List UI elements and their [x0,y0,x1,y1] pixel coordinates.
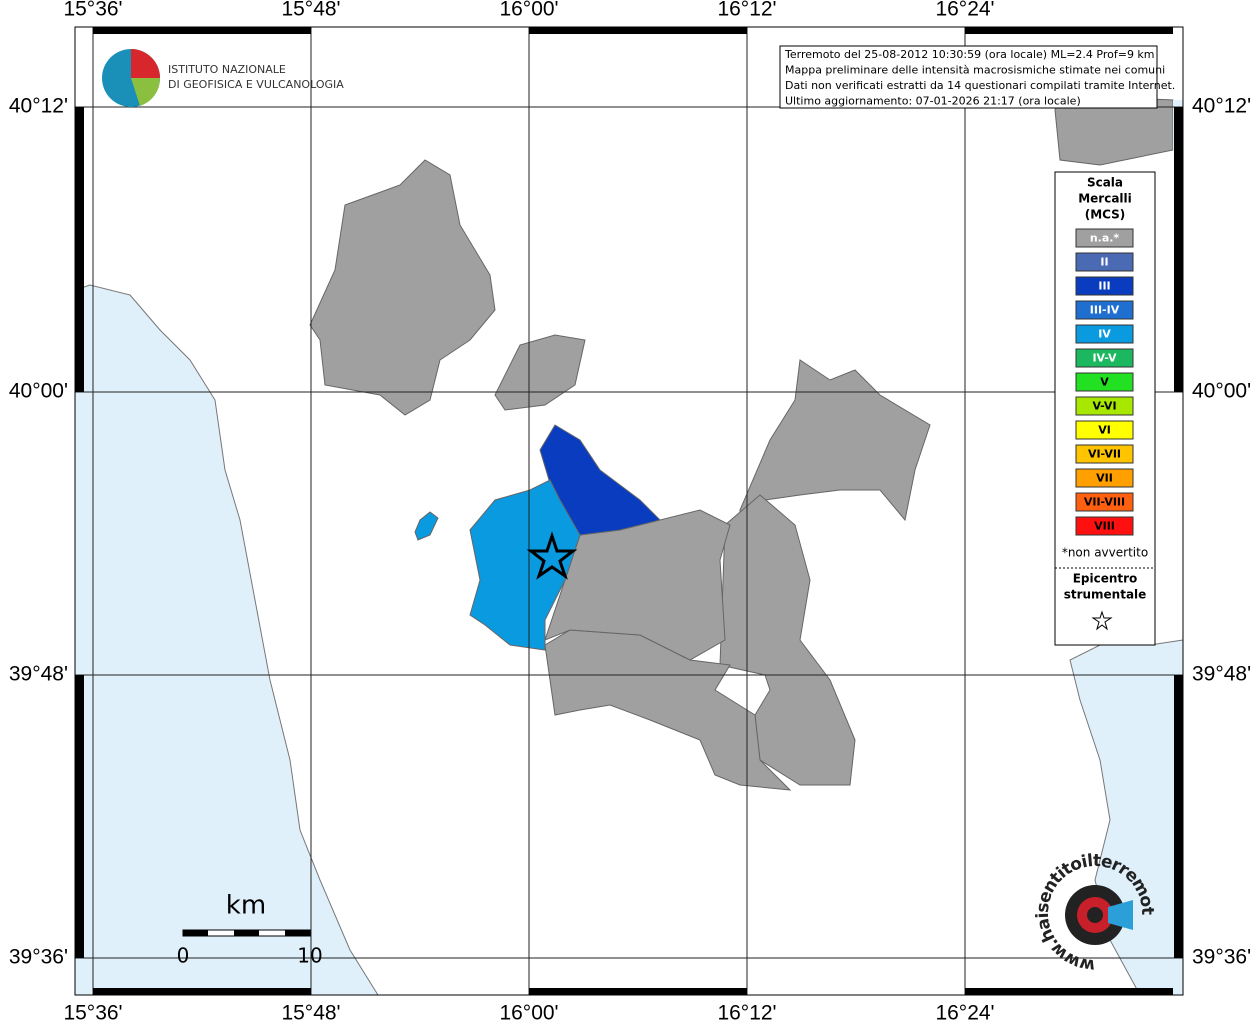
legend-star [1091,610,1113,631]
legend-title: Scala [1087,176,1123,190]
info-box: Terremoto del 25-08-2012 10:30:59 (ora l… [779,45,1175,109]
lon-label: 16°24' [935,1002,994,1024]
legend-epicenter: Epicentro [1073,572,1138,586]
legend-label: IV-V [1092,352,1117,365]
frame-bar [93,27,311,34]
municipality [544,509,731,661]
legend-swatch [1075,372,1134,392]
lon-label: 15°48' [281,0,340,21]
info-line: Mappa preliminare delle intensità macros… [785,64,1165,77]
scale-label: 0 [177,944,190,968]
scale-label: 10 [297,944,322,968]
lon-label: 16°00' [499,0,558,21]
legend-label: III-IV [1090,304,1120,317]
lat-label: 39°48' [9,663,68,686]
info-line: Ultimo aggiornamento: 07-01-2026 21:17 (… [785,95,1081,108]
scale-bar: km 0 10 [177,891,323,968]
legend-label: III [1098,280,1110,293]
logo-segment [131,78,161,106]
watermark-circle [1087,907,1103,923]
legend-label: VI [1098,424,1111,437]
municipality [469,479,581,651]
municipality [719,494,856,786]
graticule [75,27,1183,995]
legend-swatch [1075,396,1134,416]
lon-label: 16°12' [717,0,776,21]
lat-label: 39°48' [1192,663,1251,686]
frame-bars [75,27,1183,995]
legend-label: V-VI [1092,400,1116,413]
lon-label: 16°00' [499,1002,558,1024]
info-line: Terremoto del 25-08-2012 10:30:59 (ora l… [784,48,1155,61]
legend-swatch [1075,444,1134,464]
frame-bar [93,988,311,995]
axis-labels: 15°36' 15°36' 15°48' 15°48' 16°00' 16°00' 16°1… [9,0,1251,1025]
legend-swatch [1075,420,1134,440]
scale-segment [285,930,310,936]
frame-bar [965,988,1173,995]
logo-text: DI GEOFISICA E VULCANOLOGIA [168,78,344,91]
legend-swatch [1075,348,1134,368]
legend-label: VII-VIII [1084,496,1125,509]
legend-note: *non avvertito [1062,546,1148,560]
epicenter-star [526,531,578,580]
scale-unit: km [226,891,266,921]
legend-swatch [1075,468,1134,488]
logo-text: ISTITUTO NAZIONALE [168,63,286,76]
lat-label: 40°00' [9,380,68,403]
frame-bar [965,27,1173,34]
scale-segment [234,930,259,936]
lon-label: 15°48' [281,1002,340,1024]
legend-swatch [1075,516,1134,536]
frame-bar [529,988,747,995]
frame-bar [75,107,84,392]
frame-bar [1174,675,1183,958]
lat-label: 40°12' [9,95,68,118]
scale-segment [183,930,208,936]
logo: ISTITUTO NAZIONALE DI GEOFISICA E VULCAN… [102,49,344,107]
lat-label: 39°36' [1192,946,1251,969]
legend-label: IV [1098,328,1111,341]
frame-bar [529,27,747,34]
legend: ScalaMercalli(MCS)n.a.*IIIIIIII-IVIVIV-V… [1054,171,1156,646]
lon-label: 16°24' [935,0,994,21]
legend-label: VI-VII [1088,448,1121,461]
legend-label: VIII [1094,520,1115,533]
logo-segment [131,49,160,78]
legend-title: Mercalli [1078,192,1132,206]
lon-label: 16°12' [717,1002,776,1024]
frame-bar [1174,107,1183,392]
frame-bar [75,675,84,958]
lat-label: 40°00' [1192,380,1251,403]
legend-epicenter: strumentale [1064,588,1147,602]
legend-label: VII [1096,472,1113,485]
legend-swatch [1075,276,1134,296]
legend-label: n.a.* [1090,232,1120,245]
sea-west [74,284,379,996]
legend-swatch [1075,324,1134,344]
legend-title: (MCS) [1085,208,1126,222]
lon-label: 15°36' [63,0,122,21]
map-area [74,27,1184,996]
municipality [739,359,931,527]
legend-swatch [1075,492,1134,512]
municipality [494,334,586,411]
lat-label: 39°36' [9,946,68,969]
legend-swatch [1075,300,1134,320]
lon-label: 15°36' [63,1002,122,1024]
watermark-speaker [1108,900,1133,930]
legend-swatch [1075,252,1134,272]
lat-label: 40°12' [1192,95,1251,118]
legend-label: II [1100,256,1108,269]
legend-label: V [1100,376,1109,389]
legend-swatch [1075,228,1134,248]
info-line: Dati non verificati estratti da 14 quest… [785,79,1175,92]
info-frame [779,45,1158,109]
municipality [414,511,439,541]
